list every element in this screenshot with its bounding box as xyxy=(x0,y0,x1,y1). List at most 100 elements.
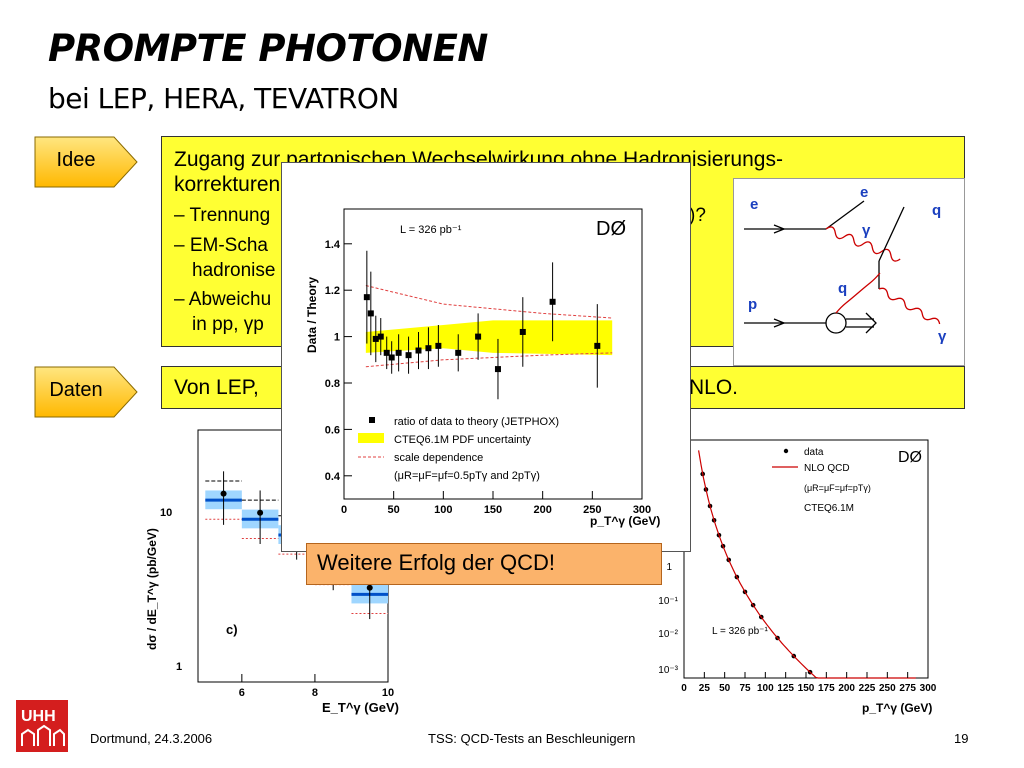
right-ytick-001: 10⁻² xyxy=(658,629,678,640)
data-point xyxy=(372,335,379,342)
data-point xyxy=(363,294,370,301)
right-legend-data: data xyxy=(804,447,824,458)
footer-date: Dortmund, 24.3.2006 xyxy=(90,731,213,746)
nlo-qcd-curve xyxy=(698,450,916,679)
right-xtick-label: 25 xyxy=(699,683,711,694)
feynman-label-p: p xyxy=(748,296,757,313)
arrow-shape-icon xyxy=(34,136,138,188)
feynman-label-e-in: e xyxy=(750,196,758,213)
left-data-point xyxy=(366,584,373,591)
daten-text-start: Von LEP, xyxy=(174,376,259,399)
data-point xyxy=(383,349,390,356)
left-xlabel: E_T^γ (GeV) xyxy=(322,700,399,715)
idee-text: Idee xyxy=(56,149,96,171)
right-xtick-label: 225 xyxy=(859,683,876,694)
data-point xyxy=(415,347,422,354)
idee-bullet1: – Trennung xyxy=(174,205,271,226)
right-xtick-label: 0 xyxy=(681,683,687,694)
data-point xyxy=(377,333,384,340)
legend-scale-detail: (μR=μF=μf=0.5pTγ and 2pTγ) xyxy=(394,470,540,482)
conclusion-box: Weitere Erfolg der QCD! xyxy=(306,543,662,585)
center-xtick-label: 200 xyxy=(533,504,551,516)
data-theory-plot: 0.4 0.6 0.8 1 1.2 1.4 0 50 100 150 200 250 300 L = … xyxy=(281,162,691,552)
right-legend-pdf: CTEQ6.1M xyxy=(804,503,854,514)
scale-lower-line xyxy=(365,352,613,368)
data-point xyxy=(367,310,374,317)
idee-bullet3-cont: in pp, γp xyxy=(192,314,264,335)
feynman-diagram-graphic: e e γ q q p γ xyxy=(744,184,947,345)
right-legend-nlo: NLO QCD xyxy=(804,463,850,474)
right-xtick-label: 100 xyxy=(757,683,774,694)
center-xlabel: p_T^γ (GeV) xyxy=(590,514,660,528)
data-point xyxy=(435,342,442,349)
left-ytick-10: 10 xyxy=(160,507,172,519)
feynman-label-gamma-out: γ xyxy=(938,328,947,345)
right-experiment-label: DØ xyxy=(898,449,922,466)
center-ytick-label: 0.4 xyxy=(325,471,341,483)
footer-page-number: 19 xyxy=(954,731,969,746)
data-point xyxy=(494,366,501,373)
idee-bullet1-end: )? xyxy=(689,205,706,226)
idee-bullet2: – EM-Scha xyxy=(174,235,268,256)
slide-title: PROMPTE PHOTONEN xyxy=(48,27,488,70)
center-chart-svg: 0.4 0.6 0.8 1 1.2 1.4 0 50 100 150 200 250 300 L = … xyxy=(305,208,660,528)
left-xtick-label: 6 xyxy=(239,687,245,699)
right-chart-svg: DØ data NLO QCD (μR=μF=μf=pTγ) CTEQ6.1M … xyxy=(658,439,937,715)
center-experiment-label: DØ xyxy=(596,218,626,240)
right-xtick-label: 300 xyxy=(920,683,937,694)
feynman-label-e-out: e xyxy=(860,184,868,201)
data-point xyxy=(519,328,526,335)
center-xtick-label: 50 xyxy=(388,504,400,516)
center-xtick-label: 150 xyxy=(484,504,502,516)
slide-subtitle: bei LEP, HERA, TEVATRON xyxy=(48,82,399,115)
center-xtick-label: 100 xyxy=(434,504,452,516)
logo-text: UHH xyxy=(21,708,56,725)
feynman-diagram: e e γ q q p γ xyxy=(733,178,965,366)
left-ylabel: dσ / dE_T^γ (pb/GeV) xyxy=(145,528,159,650)
right-legend-scale: (μR=μF=μf=pTγ) xyxy=(804,483,871,493)
legend-pdf-swatch xyxy=(358,433,384,443)
right-ytick-01: 10⁻¹ xyxy=(658,596,678,607)
data-point xyxy=(594,342,601,349)
right-xtick-label: 250 xyxy=(879,683,896,694)
center-xtick-label: 0 xyxy=(341,504,347,516)
center-ytick-label: 0.8 xyxy=(325,378,340,390)
left-panel-label: c) xyxy=(226,622,238,637)
data-point xyxy=(549,298,556,305)
left-data-point xyxy=(257,509,264,516)
center-ylabel: Data / Theory xyxy=(305,277,319,353)
feynman-label-gamma: γ xyxy=(862,222,871,239)
data-point xyxy=(395,349,402,356)
right-xtick-label: 125 xyxy=(777,683,794,694)
idee-label: Idee xyxy=(34,136,138,188)
center-ytick-label: 0.6 xyxy=(325,424,340,436)
left-xtick-label: 8 xyxy=(312,687,318,699)
right-ytick-1: 1 xyxy=(666,562,672,573)
daten-text: Daten xyxy=(49,379,103,401)
footer-title: TSS: QCD-Tests an Beschleunigern xyxy=(428,731,636,746)
data-point xyxy=(475,333,482,340)
right-xtick-label: 175 xyxy=(818,683,835,694)
right-xtick-label: 75 xyxy=(739,683,751,694)
data-point xyxy=(388,354,395,361)
right-legend-data-marker xyxy=(783,448,789,454)
right-xlabel: p_T^γ (GeV) xyxy=(862,701,932,715)
legend-ratio-marker xyxy=(369,417,375,423)
center-annotation: L = 326 pb⁻¹ xyxy=(400,224,462,236)
daten-label: Daten xyxy=(34,366,138,418)
uhh-logo-graphic: UHH xyxy=(16,700,68,752)
data-point xyxy=(455,349,462,356)
feynman-label-q-out: q xyxy=(932,202,941,219)
idee-bullet2-cont: hadronise xyxy=(192,260,276,281)
idee-line2: korrekturen xyxy=(174,173,281,196)
center-ytick-label: 1.2 xyxy=(325,285,340,297)
right-cross-section-plot: DØ data NLO QCD (μR=μF=μf=pTγ) CTEQ6.1M … xyxy=(640,436,940,720)
left-data-point xyxy=(220,490,227,497)
right-xtick-label: 200 xyxy=(838,683,855,694)
data-point xyxy=(405,352,412,359)
center-xtick-label: 250 xyxy=(583,504,601,516)
daten-text-end: NLO. xyxy=(689,376,739,399)
uhh-logo: UHH xyxy=(16,700,68,752)
arrow-shape-icon xyxy=(34,366,138,418)
legend-pdf: CTEQ6.1M PDF uncertainty xyxy=(394,434,531,446)
